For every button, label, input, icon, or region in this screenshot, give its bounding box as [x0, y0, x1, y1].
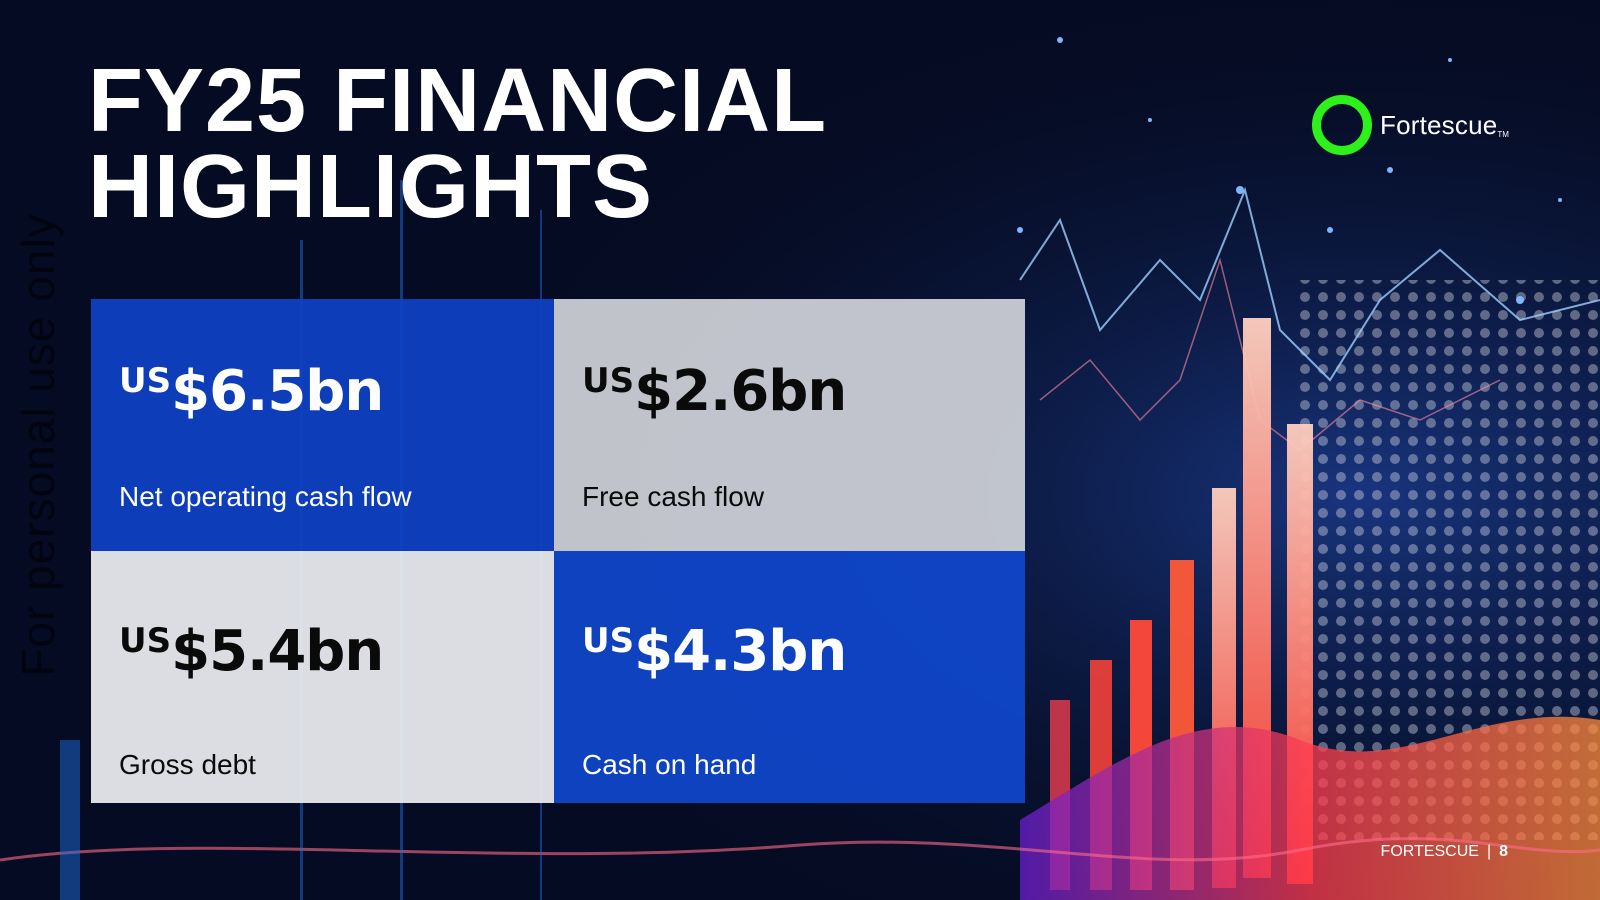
- currency-prefix: US: [119, 621, 172, 661]
- currency-prefix: US: [582, 621, 635, 661]
- highlight-value: US$6.5bn: [119, 359, 384, 424]
- highlight-cash-on-hand: US$4.3bn Cash on hand: [554, 551, 1025, 803]
- highlight-value: US$5.4bn: [119, 619, 384, 684]
- watermark-text: For personal use only: [12, 213, 64, 677]
- title-line-2: HIGHLIGHTS: [88, 137, 653, 237]
- highlight-net-operating-cash-flow: US$6.5bn Net operating cash flow: [91, 299, 554, 551]
- amount: $2.6bn: [634, 359, 847, 424]
- highlight-label: Cash on hand: [582, 749, 757, 780]
- title-line-1: FY25 FINANCIAL: [88, 51, 828, 151]
- footer: FORTESCUE | 8: [1381, 843, 1508, 861]
- currency-prefix: US: [582, 361, 635, 401]
- highlight-value: US$4.3bn: [582, 619, 847, 684]
- logo-ring-icon: [1312, 95, 1372, 155]
- highlight-gross-debt: US$5.4bn Gross debt: [91, 551, 554, 803]
- logo-text: Fortescue: [1380, 109, 1498, 140]
- amount: $6.5bn: [171, 359, 384, 424]
- page-title: FY25 FINANCIAL HIGHLIGHTS: [88, 51, 828, 237]
- page-number: 8: [1499, 843, 1508, 860]
- footer-separator: |: [1486, 843, 1492, 860]
- footer-brand: FORTESCUE: [1380, 843, 1479, 860]
- fortescue-logo: Fortescue TM: [1312, 95, 1509, 155]
- amount: $4.3bn: [634, 619, 847, 684]
- highlight-label: Net operating cash flow: [119, 481, 412, 512]
- currency-prefix: US: [119, 361, 172, 401]
- amount: $5.4bn: [171, 619, 384, 684]
- highlights-grid: US$6.5bn Net operating cash flow US$2.6b…: [91, 299, 1025, 803]
- highlight-value: US$2.6bn: [582, 359, 847, 424]
- highlight-label: Free cash flow: [582, 481, 765, 512]
- highlight-free-cash-flow: US$2.6bn Free cash flow: [554, 299, 1025, 551]
- logo-trademark: TM: [1497, 130, 1509, 139]
- highlight-label: Gross debt: [119, 749, 256, 780]
